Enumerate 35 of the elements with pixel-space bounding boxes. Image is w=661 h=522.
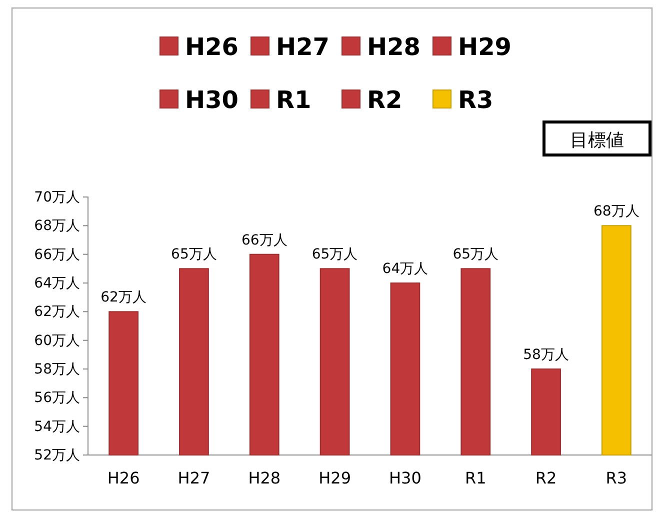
legend-label: H29 — [458, 33, 512, 61]
data-label: 64万人 — [382, 261, 428, 277]
legend-label: R3 — [458, 86, 494, 114]
data-label: 65万人 — [452, 246, 499, 263]
y-tick-label: 54万人 — [34, 418, 80, 435]
y-tick-label: 58万人 — [34, 361, 80, 378]
legend-label: H30 — [185, 86, 238, 114]
y-tick-label: 52万人 — [34, 447, 80, 464]
x-tick-label: R1 — [464, 468, 486, 488]
y-tick-label: 60万人 — [34, 332, 80, 349]
x-tick-label: H27 — [178, 468, 210, 488]
data-label: 65万人 — [171, 246, 217, 263]
x-tick-label: R2 — [535, 468, 557, 488]
data-label: 66万人 — [241, 232, 288, 248]
x-tick-label: H26 — [107, 468, 140, 488]
legend-label: H26 — [185, 33, 238, 61]
y-tick-label: 68万人 — [34, 218, 80, 234]
y-tick-label: 70万人 — [34, 189, 80, 206]
x-tick-label: H29 — [318, 468, 351, 488]
legend-label: R1 — [276, 86, 312, 114]
data-label: 65万人 — [312, 246, 358, 263]
data-label: 58万人 — [523, 347, 569, 363]
y-tick-label: 56万人 — [34, 390, 80, 406]
legend-label: R2 — [367, 86, 402, 114]
data-label: 62万人 — [100, 290, 146, 306]
text: 目標値 — [570, 130, 624, 151]
legend-label: H27 — [276, 33, 330, 61]
y-tick-label: 64万人 — [34, 275, 80, 292]
x-tick-label: H28 — [248, 468, 281, 488]
x-tick-label: R3 — [606, 468, 628, 488]
data-label: 68万人 — [594, 204, 640, 220]
y-tick-label: 66万人 — [34, 246, 80, 263]
y-tick-label: 62万人 — [34, 304, 80, 320]
legend-label: H28 — [367, 33, 420, 61]
x-tick-label: H30 — [389, 468, 422, 488]
